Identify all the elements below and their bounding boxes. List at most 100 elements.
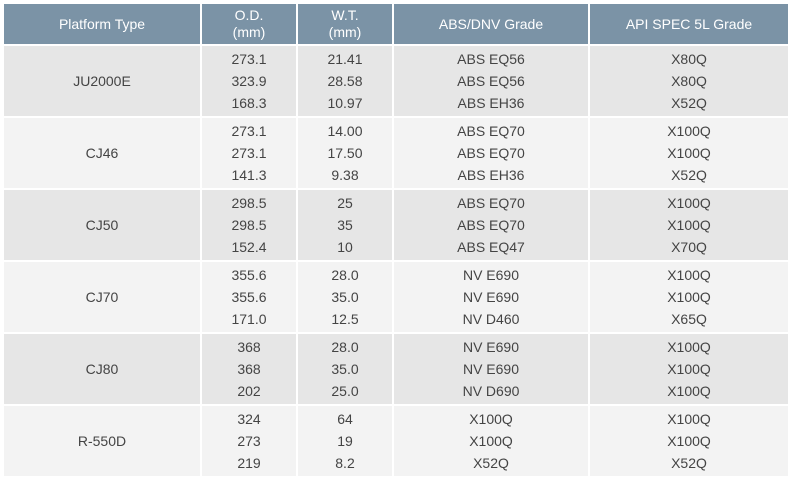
table-row: JU2000E 273.1 323.9 168.3 21.41 28.58 10.97 ABS… [4,46,788,116]
abs-values: NV E690 NV E690 NV D690 [394,337,588,401]
api-cell: X100Q X100Q X65Q [590,262,788,332]
wt-value: 17.50 [327,145,363,161]
abs-value: NV E690 [462,339,520,355]
wt-value: 9.38 [331,167,359,183]
api-cell: X100Q X100Q X52Q [590,118,788,188]
api-value: X100Q [667,433,711,449]
od-value: 273 [237,433,261,449]
abs-cell: NV E690 NV E690 NV D460 [394,262,588,332]
wt-value: 19 [337,433,353,449]
api-value: X80Q [671,51,707,67]
api-value: X100Q [667,289,711,305]
abs-value: ABS EQ70 [457,123,525,139]
od-value: 219 [237,455,261,471]
api-values: X100Q X100Q X70Q [590,193,788,257]
table-body: JU2000E 273.1 323.9 168.3 21.41 28.58 10.97 ABS… [4,46,788,476]
od-value: 298.5 [231,195,267,211]
api-values: X100Q X100Q X100Q [590,337,788,401]
od-value: 323.9 [231,73,267,89]
abs-value: ABS EQ56 [457,73,525,89]
api-values: X100Q X100Q X52Q [590,121,788,185]
api-value: X100Q [667,411,711,427]
api-value: X100Q [667,123,711,139]
header-wt-unit: (mm) [328,24,362,40]
od-value: 355.6 [231,289,267,305]
platform-type: CJ50 [85,217,119,233]
abs-values: ABS EQ70 ABS EQ70 ABS EQ47 [394,193,588,257]
api-values: X100Q X100Q X52Q [590,409,788,473]
header-od: O.D. (mm) [202,4,296,44]
abs-value: X100Q [469,433,513,449]
abs-value: ABS EQ70 [457,195,525,211]
wt-value: 25.0 [331,383,359,399]
table-row: CJ80 368 368 202 28.0 35.0 25.0 NV E690 NV E690 N… [4,334,788,404]
wt-values: 28.0 35.0 12.5 [298,265,392,329]
wt-cell: 25 35 10 [298,190,392,260]
wt-values: 25 35 10 [298,193,392,257]
od-value: 152.4 [231,239,267,255]
spec-table: Platform Type O.D. (mm) W.T. (mm) ABS/DN… [2,2,790,478]
platform-cell: JU2000E [4,46,200,116]
platform-type: CJ80 [85,361,119,377]
platform-type: CJ70 [85,289,119,305]
od-values: 368 368 202 [202,337,296,401]
api-value: X80Q [671,73,707,89]
od-value: 355.6 [231,267,267,283]
api-value: X100Q [667,361,711,377]
od-value: 202 [237,383,261,399]
od-cell: 368 368 202 [202,334,296,404]
wt-value: 28.0 [331,339,359,355]
wt-value: 21.41 [327,51,363,67]
platform-cell: CJ80 [4,334,200,404]
abs-value: NV D460 [462,311,520,327]
abs-value: ABS EH36 [457,167,525,183]
abs-cell: ABS EQ70 ABS EQ70 ABS EH36 [394,118,588,188]
od-cell: 273.1 323.9 168.3 [202,46,296,116]
od-value: 368 [237,339,261,355]
od-value: 368 [237,361,261,377]
api-value: X52Q [671,455,707,471]
wt-values: 14.00 17.50 9.38 [298,121,392,185]
wt-values: 21.41 28.58 10.97 [298,49,392,113]
header-wt-label: W.T. [331,7,359,23]
header-row: Platform Type O.D. (mm) W.T. (mm) ABS/DN… [4,4,788,44]
abs-cell: X100Q X100Q X52Q [394,406,588,476]
platform-type: R-550D [77,433,127,449]
od-cell: 355.6 355.6 171.0 [202,262,296,332]
od-values: 273.1 323.9 168.3 [202,49,296,113]
od-values: 273.1 273.1 141.3 [202,121,296,185]
api-value: X65Q [671,311,707,327]
od-cell: 298.5 298.5 152.4 [202,190,296,260]
api-cell: X100Q X100Q X100Q [590,334,788,404]
wt-cell: 14.00 17.50 9.38 [298,118,392,188]
header-wt: W.T. (mm) [298,4,392,44]
od-values: 324 273 219 [202,409,296,473]
platform-cell: R-550D [4,406,200,476]
abs-value: ABS EQ70 [457,145,525,161]
od-values: 355.6 355.6 171.0 [202,265,296,329]
od-cell: 273.1 273.1 141.3 [202,118,296,188]
api-value: X100Q [667,145,711,161]
platform-type: JU2000E [73,73,131,89]
wt-cell: 28.0 35.0 25.0 [298,334,392,404]
wt-value: 10 [337,239,353,255]
api-cell: X80Q X80Q X52Q [590,46,788,116]
abs-value: X52Q [473,455,509,471]
api-value: X100Q [667,195,711,211]
abs-values: ABS EQ56 ABS EQ56 ABS EH36 [394,49,588,113]
abs-cell: ABS EQ70 ABS EQ70 ABS EQ47 [394,190,588,260]
od-value: 168.3 [231,95,267,111]
abs-value: X100Q [469,411,513,427]
abs-value: NV E690 [462,289,520,305]
wt-value: 8.2 [335,455,355,471]
api-cell: X100Q X100Q X70Q [590,190,788,260]
api-value: X70Q [671,239,707,255]
od-value: 298.5 [231,217,267,233]
header-od-label: O.D. [234,7,264,23]
platform-cell: CJ50 [4,190,200,260]
api-values: X80Q X80Q X52Q [590,49,788,113]
wt-value: 64 [337,411,353,427]
abs-value: NV E690 [462,361,520,377]
api-value: X100Q [667,339,711,355]
od-value: 141.3 [231,167,267,183]
